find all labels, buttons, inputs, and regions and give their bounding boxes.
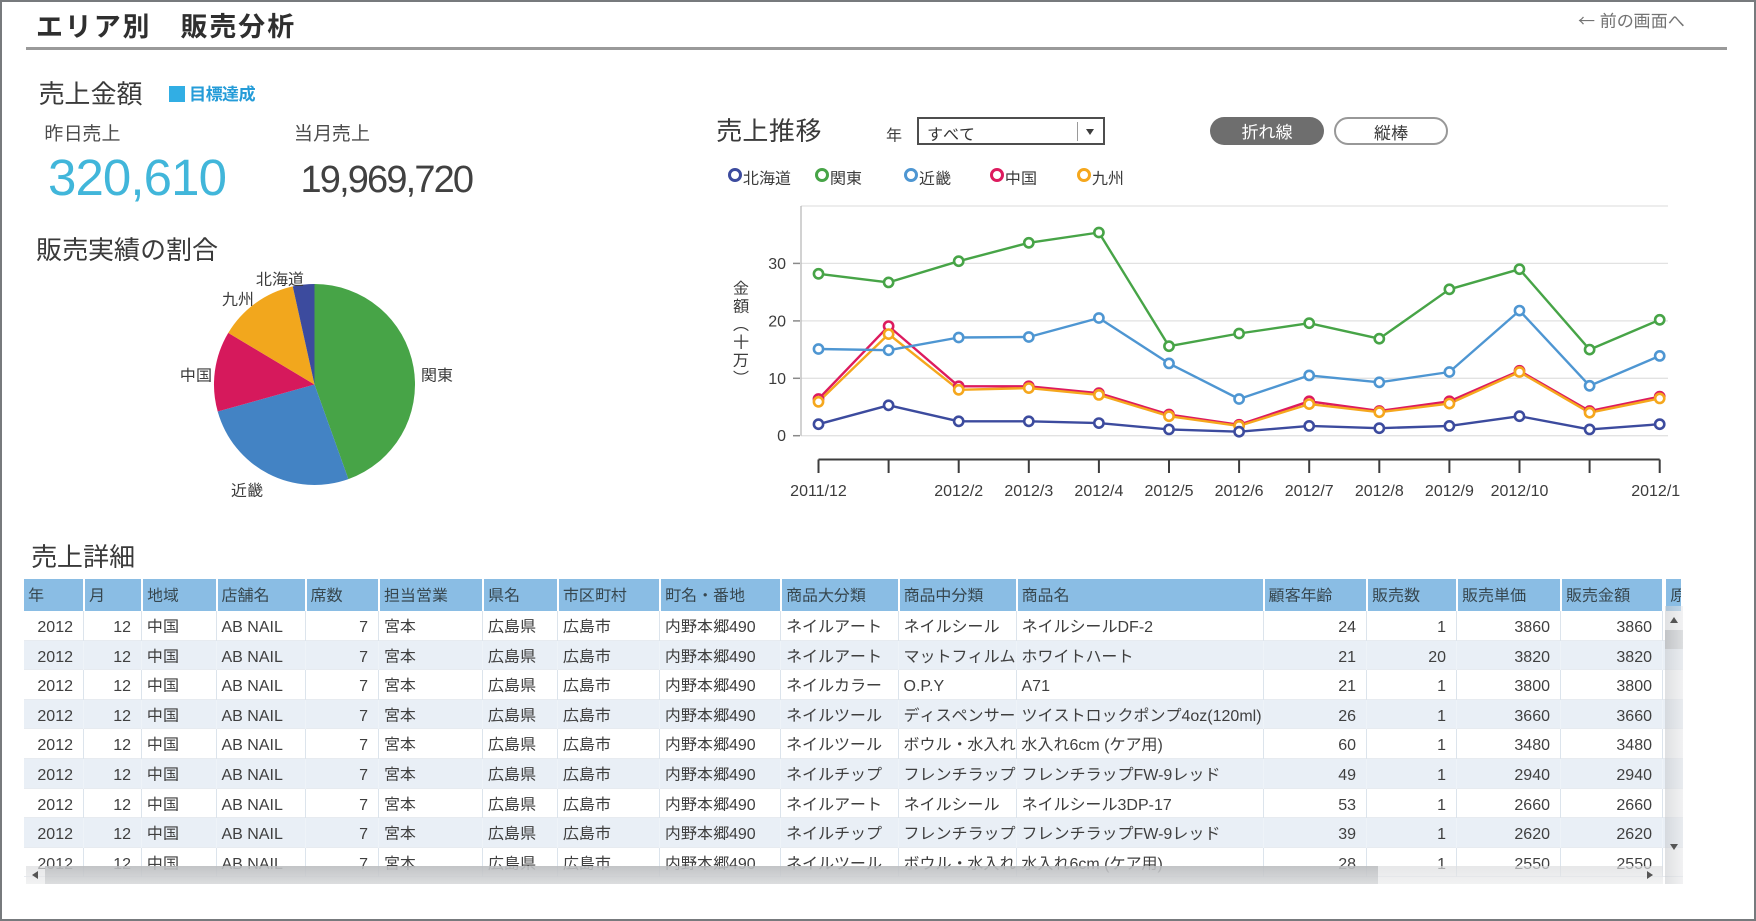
svg-text:10: 10 <box>768 371 786 388</box>
svg-text:0: 0 <box>777 428 786 445</box>
svg-text:2012/5: 2012/5 <box>1145 483 1194 500</box>
svg-text:2012/8: 2012/8 <box>1355 483 1404 500</box>
svg-text:2012/4: 2012/4 <box>1074 483 1123 500</box>
svg-text:2011/12: 2011/12 <box>790 483 847 500</box>
svg-text:2012/1: 2012/1 <box>1631 483 1680 500</box>
svg-text:2012/2: 2012/2 <box>934 483 983 500</box>
svg-text:2012/7: 2012/7 <box>1285 483 1334 500</box>
svg-text:20: 20 <box>768 313 786 330</box>
svg-text:30: 30 <box>768 256 786 273</box>
svg-text:2012/3: 2012/3 <box>1004 483 1053 500</box>
svg-text:2012/6: 2012/6 <box>1215 483 1264 500</box>
svg-text:2012/9: 2012/9 <box>1425 483 1474 500</box>
svg-text:2012/10: 2012/10 <box>1491 483 1549 500</box>
